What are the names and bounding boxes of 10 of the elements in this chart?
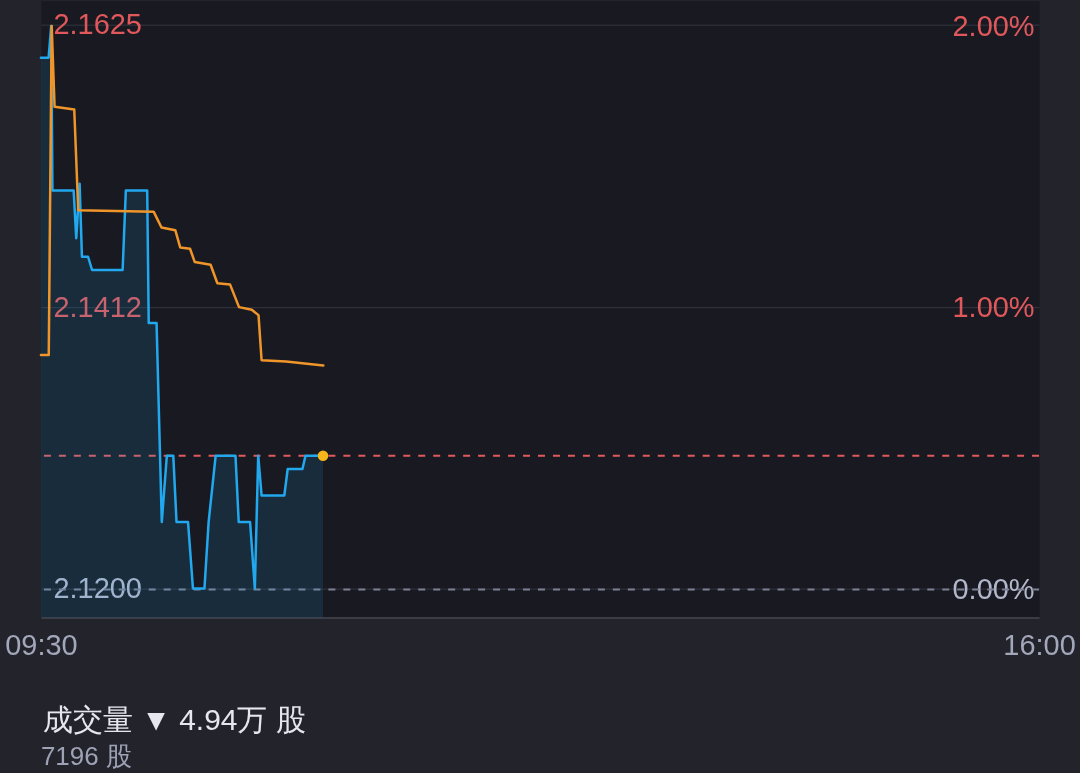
x-tick-label: 09:30: [5, 629, 78, 661]
y2-tick-label: 0.00%: [952, 572, 1035, 605]
y2-tick-label: 2.00%: [952, 9, 1035, 42]
text: 成交量 ▼ 4.94万 股: [42, 703, 306, 737]
text: 7196 股: [40, 742, 132, 771]
y-tick-label: 2.1412: [53, 290, 142, 323]
y-tick-label: 2.1625: [53, 8, 142, 41]
y2-tick-label: 1.00%: [952, 291, 1035, 324]
x-tick-label: 16:00: [1003, 629, 1076, 661]
y-tick-label: 2.1200: [53, 571, 142, 604]
